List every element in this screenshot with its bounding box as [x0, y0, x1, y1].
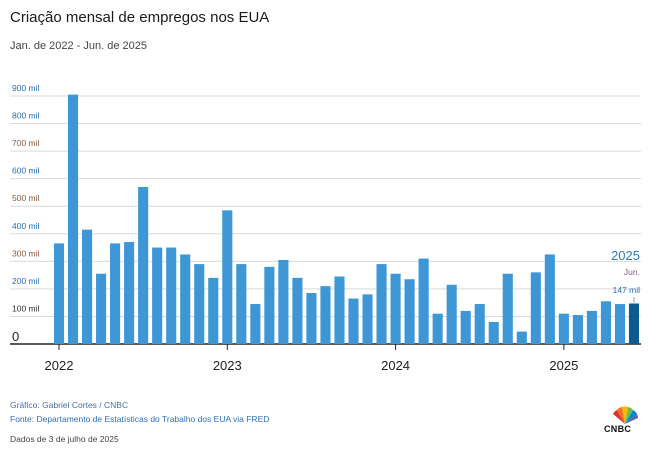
bar — [53, 243, 65, 344]
x-tick-label: 2024 — [381, 358, 410, 373]
bar — [516, 331, 527, 344]
chart-subtitle: Jan. de 2022 - Jun. de 2025 — [10, 40, 147, 52]
bar — [544, 254, 555, 344]
bar — [334, 276, 345, 344]
bar — [67, 94, 79, 344]
bar — [404, 279, 415, 344]
bar — [96, 273, 107, 344]
last-value-annotation: 2025 Jun. 147 mil — [611, 248, 641, 303]
bar — [306, 293, 317, 344]
bar — [110, 243, 121, 344]
bar — [152, 247, 163, 344]
bar — [194, 264, 205, 344]
bar — [628, 303, 640, 344]
bar — [446, 284, 457, 344]
y-tick-labels: 900 mil 800 mil 700 mil 600 mil 500 mil 400 m… — [12, 83, 40, 344]
bar — [82, 229, 93, 344]
cnbc-logo-text: CNBC — [604, 424, 632, 434]
bar — [292, 277, 303, 344]
chart-title: Criação mensal de empregos nos EUA — [10, 9, 270, 26]
bar — [320, 286, 331, 344]
annotation-value: 147 mil — [613, 285, 641, 295]
y-tick-label: 900 mil — [12, 83, 40, 93]
bar — [558, 313, 569, 344]
cnbc-peacock-icon — [613, 406, 639, 424]
bar — [222, 210, 233, 344]
bar — [124, 242, 135, 344]
bar — [614, 304, 626, 344]
bar — [208, 277, 219, 344]
bar — [530, 272, 541, 344]
bar-chart: 900 mil 800 mil 700 mil 600 mil 500 mil 400 m… — [10, 83, 641, 373]
y-tick-label: 800 mil — [12, 111, 40, 121]
bar — [474, 304, 485, 344]
bar — [264, 266, 275, 344]
y-tick-label: 300 mil — [12, 248, 40, 258]
x-tick-labels: 2022 2023 2024 2025 — [45, 344, 578, 373]
source-line: Fonte: Departamento de Estatísticas do T… — [10, 414, 270, 424]
bar — [236, 264, 247, 344]
data-date-line: Dados de 3 de julho de 2025 — [10, 434, 119, 444]
y-tick-label: 600 mil — [12, 166, 40, 176]
annotation-month: Jun. — [624, 267, 640, 277]
bar — [376, 264, 387, 344]
bar — [572, 315, 583, 344]
y-tick-label: 400 mil — [12, 221, 40, 231]
bar — [586, 310, 597, 344]
bar — [418, 258, 429, 344]
y-tick-label: 0 — [12, 329, 19, 344]
bar — [278, 259, 289, 344]
x-tick-label: 2022 — [45, 358, 74, 373]
bar — [348, 298, 359, 344]
bar — [432, 313, 443, 344]
bar — [180, 254, 191, 344]
y-tick-label: 100 mil — [12, 303, 40, 313]
bar — [362, 294, 373, 344]
bar — [502, 273, 513, 344]
y-tick-label: 200 mil — [12, 276, 40, 286]
credit-line: Gráfico: Gabriel Cortes / CNBC — [10, 400, 129, 410]
bar — [600, 301, 611, 344]
y-tick-label: 500 mil — [12, 193, 40, 203]
bar — [250, 304, 261, 344]
bar — [390, 273, 401, 344]
bar — [460, 310, 471, 344]
bar — [166, 247, 177, 344]
x-tick-label: 2025 — [549, 358, 578, 373]
annotation-year: 2025 — [611, 248, 640, 263]
bar — [488, 321, 499, 344]
x-tick-label: 2023 — [213, 358, 242, 373]
bars — [53, 94, 640, 344]
y-tick-label: 700 mil — [12, 138, 40, 148]
bar — [138, 186, 149, 344]
